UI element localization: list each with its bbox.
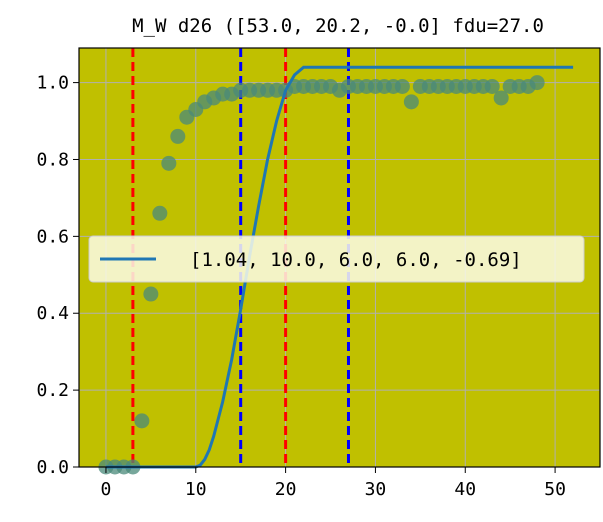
legend-box [88, 235, 585, 283]
axis-ticks: 0 10 20 30 40 50 0.0 0.2 0.4 0.6 0.8 1.0 [36, 73, 565, 500]
scatter-point [484, 78, 500, 94]
scatter-series [98, 75, 545, 475]
scatter-point [143, 286, 159, 302]
scatter-point [152, 205, 168, 221]
x-tick-label: 0 [101, 479, 112, 500]
legend-label: [1.04, 10.0, 6.0, 6.0, -0.69] [190, 249, 522, 271]
legend: [1.04, 10.0, 6.0, 6.0, -0.69] [88, 235, 585, 283]
scatter-point [134, 413, 150, 429]
y-tick-label: 0.4 [36, 303, 69, 324]
fit-line-series [105, 65, 574, 469]
y-tick-label: 1.0 [36, 73, 69, 94]
x-tick-label: 30 [365, 479, 387, 500]
chart-title: M_W d26 ([53.0, 20.2, -0.0] fdu=27.0 [132, 15, 544, 37]
fit-line [105, 65, 574, 469]
scatter-point [403, 94, 419, 110]
scatter-point [493, 90, 509, 106]
x-tick-label: 50 [544, 479, 566, 500]
plot-frame [78, 47, 601, 468]
y-tick-label: 0.6 [36, 226, 69, 247]
scatter-point [529, 75, 545, 91]
y-tick-label: 0.8 [36, 149, 69, 170]
y-tick-label: 0.0 [36, 457, 69, 478]
x-tick-label: 40 [454, 479, 476, 500]
x-tick-label: 20 [275, 479, 297, 500]
scatter-point [394, 78, 410, 94]
scatter-point [161, 155, 177, 171]
y-tick-label: 0.2 [36, 380, 69, 401]
scatter-point [170, 128, 186, 144]
x-tick-label: 10 [185, 479, 207, 500]
